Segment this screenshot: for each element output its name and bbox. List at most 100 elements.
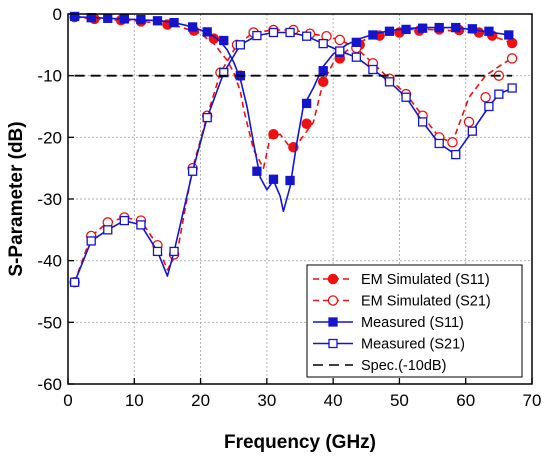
series-2: [69, 11, 514, 213]
series-line: [73, 31, 513, 283]
data-point: [69, 277, 80, 287]
data-point: [103, 225, 113, 235]
x-tick-label: 70: [523, 391, 542, 410]
data-point: [351, 37, 361, 48]
data-point: [384, 77, 395, 87]
data-point: [301, 31, 312, 41]
x-tick-label: 10: [125, 391, 144, 410]
y-tick-label: -30: [37, 190, 62, 209]
legend-swatch-marker: [328, 338, 338, 349]
data-point: [351, 52, 361, 62]
data-point: [169, 246, 179, 257]
x-tick-label: 0: [63, 391, 72, 410]
data-point: [335, 46, 345, 56]
data-point: [451, 22, 461, 33]
data-point: [384, 26, 395, 36]
data-point: [285, 175, 295, 186]
data-point: [202, 27, 212, 37]
data-point: [119, 215, 129, 226]
data-point: [285, 27, 295, 38]
data-point: [401, 92, 411, 102]
data-point: [447, 137, 458, 148]
data-point: [506, 37, 518, 49]
legend-entry: Measured (S11): [313, 315, 464, 331]
data-point: [268, 128, 279, 140]
series-3: [69, 27, 517, 287]
data-point: [434, 138, 444, 149]
legend-entry: Measured (S21): [313, 337, 465, 353]
legend-label: Measured (S11): [361, 315, 464, 331]
y-tick-label: -60: [37, 375, 62, 394]
data-point: [301, 118, 312, 130]
data-point: [268, 174, 279, 184]
legend-box: [306, 264, 523, 378]
data-point: [152, 246, 163, 257]
data-point: [484, 101, 494, 112]
y-tick-label: -50: [37, 313, 62, 332]
axis-ticks: 0 10 20 30 40 50 60 70 0 -10 -20 -30 -40 -50 -60: [37, 5, 541, 410]
legend-label: EM Simulated (S11): [361, 272, 490, 288]
data-point: [480, 92, 491, 103]
data-point: [484, 26, 494, 36]
series-line: [74, 16, 513, 169]
data-point: [417, 23, 428, 33]
data-point: [169, 17, 179, 28]
data-point: [235, 40, 245, 50]
x-tick-label: 40: [324, 391, 343, 410]
data-point: [252, 30, 262, 41]
data-point: [507, 83, 517, 93]
y-tick-label: -20: [37, 128, 62, 147]
data-point: [334, 34, 346, 46]
data-point: [136, 14, 146, 25]
data-point: [252, 166, 262, 176]
data-point: [506, 53, 518, 64]
x-tick-label: 30: [257, 391, 276, 410]
data-point: [69, 11, 80, 22]
series-line: [73, 29, 513, 283]
data-point: [268, 27, 279, 38]
x-tick-label: 60: [456, 391, 475, 410]
data-point: [136, 220, 146, 230]
data-point: [86, 13, 96, 23]
legend-swatch-marker: [327, 273, 339, 285]
legend-swatch-marker: [327, 295, 339, 306]
data-point: [463, 116, 475, 128]
data-point: [467, 24, 477, 34]
legend-entry: EM Simulated (S11): [313, 272, 490, 288]
data-point: [187, 22, 198, 32]
data-point: [368, 64, 378, 75]
data-point: [494, 89, 504, 99]
data-point: [368, 30, 378, 40]
data-point: [119, 14, 129, 24]
legend-swatch-marker: [328, 317, 338, 327]
legend-label: EM Simulated (S21): [361, 294, 491, 310]
legend-entry: Spec.(-10dB): [313, 358, 446, 374]
data-point: [202, 112, 212, 123]
legend: EM Simulated (S11) EM Simulated (S21) Meas…: [306, 264, 523, 378]
legend-label: Measured (S21): [361, 337, 465, 353]
y-tick-label: -10: [37, 67, 62, 86]
x-axis-title: Frequency (GHz): [224, 432, 376, 453]
legend-label: Spec.(-10dB): [361, 358, 446, 374]
data-point: [152, 16, 163, 26]
data-point: [434, 22, 444, 33]
data-point: [467, 126, 477, 136]
data-point: [451, 149, 461, 160]
series-1: [69, 24, 518, 288]
y-axis-title: S-Parameter (dB): [6, 121, 27, 276]
data-point: [318, 66, 328, 76]
data-point: [504, 30, 514, 40]
data-point: [401, 24, 411, 35]
data-point: [86, 236, 96, 246]
data-point: [417, 117, 428, 127]
y-tick-label: 0: [53, 5, 62, 24]
data-point: [103, 13, 113, 23]
data-point: [317, 76, 329, 88]
x-tick-label: 50: [390, 391, 409, 410]
data-point: [219, 35, 229, 46]
y-tick-label: -40: [37, 252, 62, 271]
series-layer: [69, 11, 518, 288]
legend-entry: EM Simulated (S21): [313, 294, 491, 310]
data-point: [318, 38, 328, 49]
